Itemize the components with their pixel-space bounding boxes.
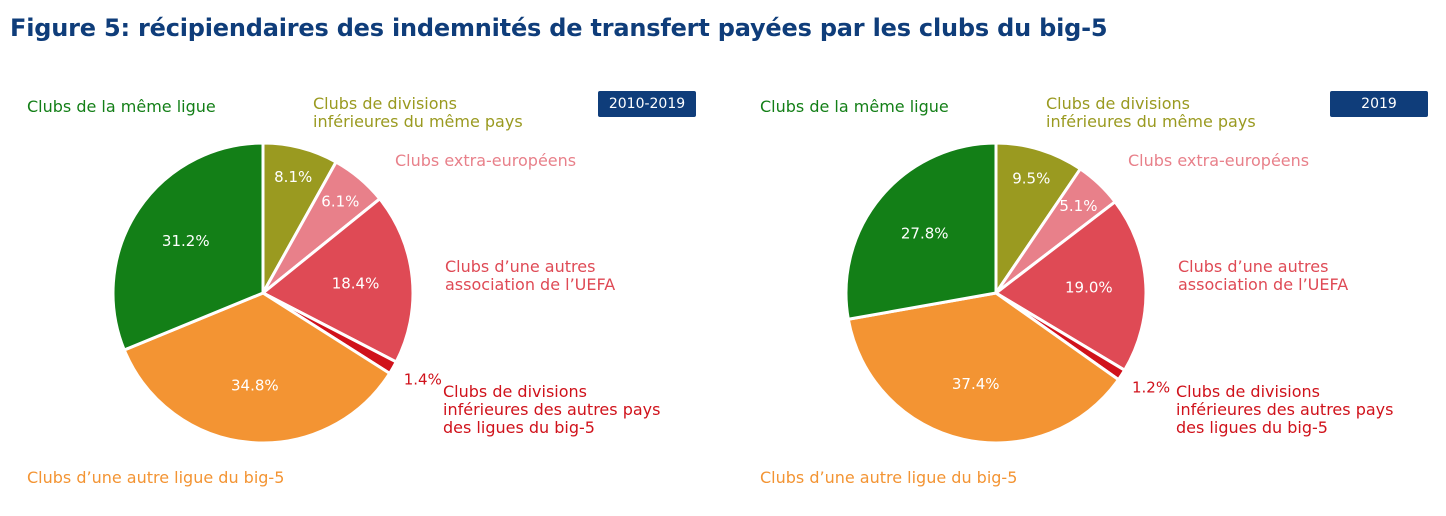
pie-chart: 8.1% 6.1% 18.4% 1.4% 34.8% 31.2% xyxy=(111,141,442,445)
pie-value-label-extra-european: 5.1% xyxy=(1059,197,1097,215)
pie-value-label-lower-other-big5: 1.4% xyxy=(404,371,442,389)
pie-slice-other-uefa xyxy=(261,197,415,364)
legend-label-lower-other-big5: Clubs de divisions inférieures des autres… xyxy=(443,382,661,437)
pie-value-label-other-big5-league: 37.4% xyxy=(952,375,1000,393)
pie-value-label-lower-same-country: 8.1% xyxy=(274,168,312,186)
pie-value-label-same-league: 31.2% xyxy=(162,232,210,250)
legend-label-other-uefa: Clubs d’une autres association de l’UEFA xyxy=(1178,257,1349,294)
period-badge: 2019 xyxy=(1330,91,1428,117)
legend-label-same-league: Clubs de la même ligue xyxy=(27,97,216,116)
period-badge: 2010-2019 xyxy=(598,91,696,117)
pie-value-label-extra-european: 6.1% xyxy=(321,192,359,210)
pie-chart: 9.5% 5.1% 19.0% 1.2% 37.4% 27.8% xyxy=(844,141,1170,445)
pie-panel-2019: 9.5% 5.1% 19.0% 1.2% 37.4% 27.8% 2019 Clubs d… xyxy=(733,60,1446,516)
legend-label-lower-same-country: Clubs de divisions inférieures du même pa… xyxy=(1046,94,1256,131)
legend-label-same-league: Clubs de la même ligue xyxy=(760,97,949,116)
pie-value-label-same-league: 27.8% xyxy=(901,224,949,242)
pie-value-label-other-big5-league: 34.8% xyxy=(231,377,279,395)
pie-panel-2010-2019: 8.1% 6.1% 18.4% 1.4% 34.8% 31.2% 2010-2019 Cl… xyxy=(0,60,720,516)
pie-slice-other-big5-league xyxy=(846,291,1120,445)
figure-title: Figure 5: récipiendaires des indemnités … xyxy=(10,14,1108,42)
pie-slice-lower-same-country xyxy=(994,141,1082,295)
pie-slice-same-league xyxy=(844,141,998,321)
legend-label-other-big5-league: Clubs d’une autre ligue du big-5 xyxy=(760,468,1018,487)
pie-slice-other-uefa xyxy=(994,200,1148,372)
legend-label-extra-european: Clubs extra-européens xyxy=(1128,151,1310,170)
legend-label-lower-same-country: Clubs de divisions inférieures du même pa… xyxy=(313,94,523,131)
pie-value-label-lower-same-country: 9.5% xyxy=(1012,169,1050,187)
pie-slice-same-league xyxy=(111,141,265,352)
legend-label-extra-european: Clubs extra-européens xyxy=(395,151,577,170)
legend-label-other-big5-league: Clubs d’une autre ligue du big-5 xyxy=(27,468,285,487)
legend-label-lower-other-big5: Clubs de divisions inférieures des autres… xyxy=(1176,382,1394,437)
pie-value-label-lower-other-big5: 1.2% xyxy=(1132,378,1170,396)
pie-value-label-other-uefa: 19.0% xyxy=(1065,279,1113,297)
pie-value-label-other-uefa: 18.4% xyxy=(332,275,380,293)
pie-slice-other-big5-league xyxy=(122,291,392,445)
legend-label-other-uefa: Clubs d’une autres association de l’UEFA xyxy=(445,257,616,294)
